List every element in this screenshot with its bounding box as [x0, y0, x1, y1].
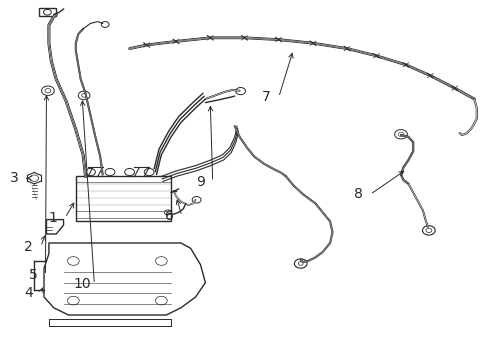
Circle shape — [235, 87, 245, 95]
Text: 2: 2 — [24, 240, 33, 253]
Text: 4: 4 — [24, 287, 33, 300]
Text: 3: 3 — [10, 171, 19, 185]
Text: 6: 6 — [165, 209, 174, 223]
Text: 8: 8 — [353, 188, 362, 201]
Circle shape — [41, 86, 54, 95]
Text: 7: 7 — [262, 90, 270, 104]
Circle shape — [294, 259, 306, 268]
Text: 1: 1 — [48, 211, 57, 225]
Text: 9: 9 — [196, 175, 204, 189]
Bar — [76, 176, 171, 221]
Circle shape — [422, 226, 434, 235]
Circle shape — [394, 130, 407, 139]
Circle shape — [192, 197, 201, 203]
Bar — [39, 8, 56, 16]
Circle shape — [78, 91, 90, 100]
Text: 5: 5 — [29, 269, 38, 282]
Circle shape — [101, 22, 109, 27]
Circle shape — [164, 210, 171, 215]
Text: 10: 10 — [73, 278, 91, 291]
